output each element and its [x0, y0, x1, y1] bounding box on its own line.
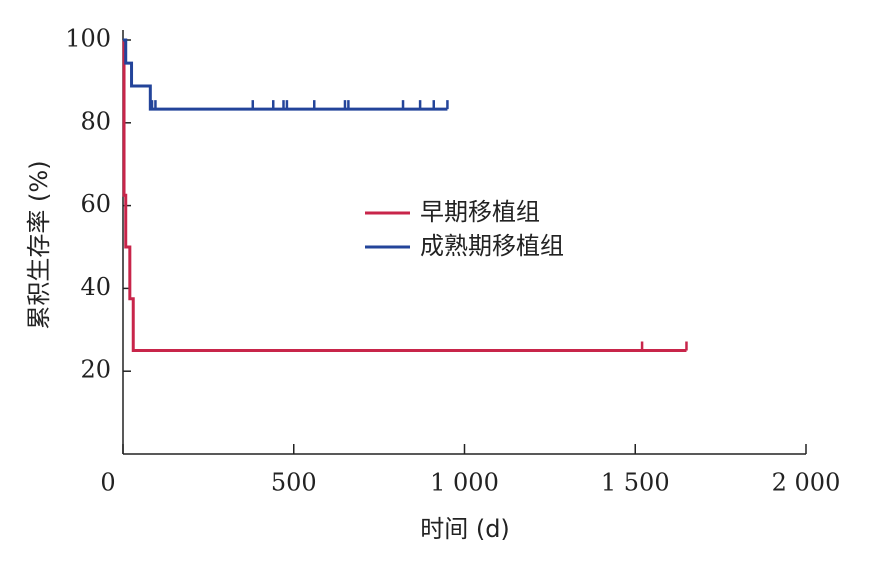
x-tick-label: 500	[271, 469, 317, 497]
y-tick-label: 40	[80, 273, 111, 301]
x-tick-label: 1 500	[601, 469, 670, 497]
legend-label: 早期移植组	[420, 198, 540, 226]
y-tick-label: 100	[65, 25, 111, 53]
y-tick-label: 20	[80, 356, 111, 384]
survival-curve	[122, 38, 687, 352]
legend-label: 成熟期移植组	[420, 232, 564, 260]
x-tick-label: 1 000	[430, 469, 499, 497]
survival-curve	[123, 38, 448, 111]
y-tick-label: 60	[80, 190, 111, 218]
y-tick-label: 80	[80, 107, 111, 135]
y-axis-label: 累积生存率 (%)	[25, 160, 53, 329]
x-tick-label: 2 000	[772, 469, 841, 497]
x-axis-label: 时间 (d)	[420, 515, 510, 543]
x-tick-label: 0	[100, 469, 115, 497]
